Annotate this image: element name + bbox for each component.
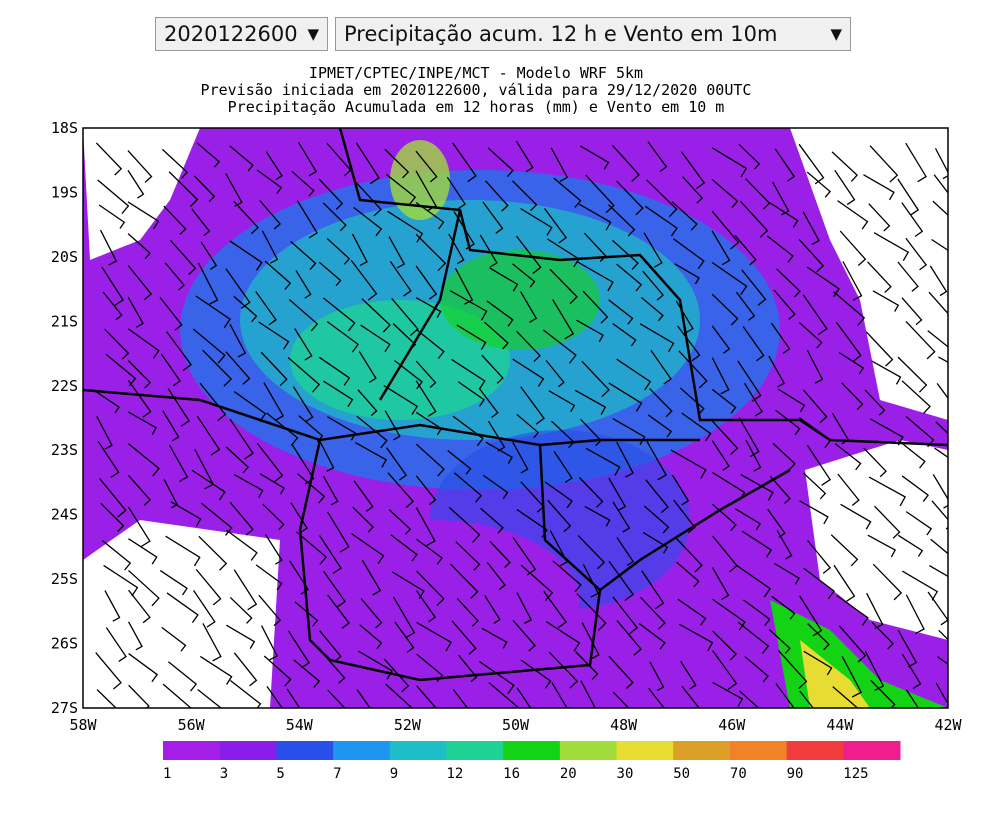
map-frame (82, 127, 949, 709)
lat-label: 24S (51, 506, 78, 524)
colorbar-label: 50 (673, 766, 690, 782)
colorbar-swatch (276, 741, 334, 760)
run-select[interactable]: 2020122600 ▼ (155, 17, 328, 51)
colorbar-swatch (786, 741, 844, 760)
lat-label: 21S (51, 312, 78, 330)
map-title: IPMET/CPTEC/INPE/MCT - Modelo WRF 5km (309, 64, 643, 82)
lon-label: 58W (69, 716, 97, 734)
lat-label: 18S (51, 119, 78, 137)
colorbar-label: 125 (843, 766, 868, 782)
colorbar-label: 3 (220, 766, 228, 782)
lat-label: 26S (51, 635, 78, 653)
product-value: Precipitação acum. 12 h e Vento em 10m (344, 22, 778, 46)
lon-label: 54W (286, 716, 314, 734)
colorbar-swatch (559, 741, 618, 760)
lat-label: 20S (51, 248, 78, 266)
colorbar-swatch (503, 741, 561, 760)
lat-label: 23S (51, 441, 78, 459)
colorbar-swatch (843, 741, 901, 760)
lat-label: 25S (51, 570, 78, 588)
wind-barbs (95, 140, 948, 708)
lon-label: 44W (826, 716, 854, 734)
product-select[interactable]: Precipitação acum. 12 h e Vento em 10m ▼ (335, 17, 851, 51)
colorbar-swatch (729, 741, 788, 760)
lon-label: 46W (718, 716, 746, 734)
colorbar-label: 70 (730, 766, 747, 782)
lat-label: 27S (51, 699, 78, 717)
lon-label: 52W (394, 716, 422, 734)
lon-label: 42W (934, 716, 962, 734)
colorbar-label: 30 (617, 766, 634, 782)
colorbar-label: 7 (333, 766, 341, 782)
lon-label: 56W (178, 716, 206, 734)
lon-label: 50W (502, 716, 530, 734)
lon-label: 48W (610, 716, 638, 734)
colorbar-swatch (673, 741, 731, 760)
colorbar-label: 1 (163, 766, 171, 782)
colorbar-label: 16 (503, 766, 520, 782)
colorbar-swatch (616, 741, 674, 760)
colorbar-label: 20 (560, 766, 577, 782)
colorbar-swatch (163, 741, 221, 760)
colorbar-label: 5 (276, 766, 284, 782)
lat-label: 22S (51, 377, 78, 395)
arrow: ▼ (307, 25, 319, 43)
lat-label: 19S (51, 183, 78, 201)
colorbar-label: 12 (446, 766, 463, 782)
map-title: Precipitação Acumulada em 12 horas (mm) … (228, 98, 725, 116)
arrow: ▼ (830, 25, 842, 43)
run-value: 2020122600 (164, 22, 298, 46)
colorbar-swatch (219, 741, 277, 760)
colorbar-swatch (333, 741, 391, 760)
colorbar-label: 90 (787, 766, 804, 782)
field (83, 128, 948, 708)
colorbar-swatch (446, 741, 504, 760)
colorbar-swatch (389, 741, 447, 760)
colorbar-label: 9 (390, 766, 398, 782)
map-title: Previsão iniciada em 2020122600, válida … (201, 81, 752, 99)
